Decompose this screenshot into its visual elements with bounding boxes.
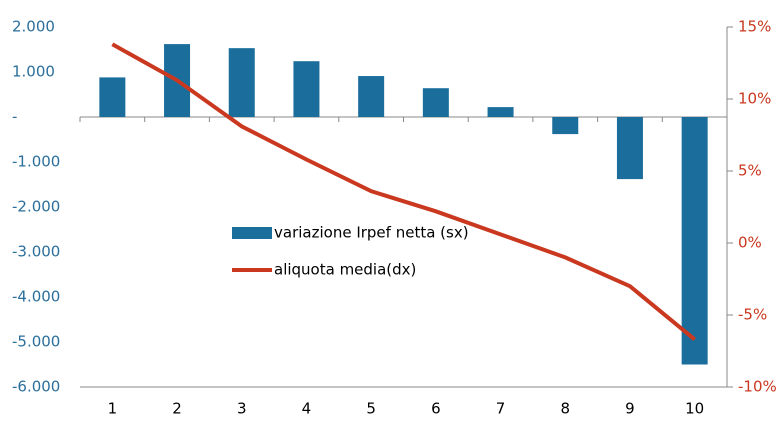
x-tick-label: 1 <box>108 400 118 418</box>
bar <box>681 117 708 365</box>
bar <box>487 107 514 117</box>
x-tick-label: 3 <box>237 400 247 418</box>
y-tick-label: 2.000 <box>12 18 55 36</box>
y-tick-label: 1.000 <box>12 63 55 81</box>
y-tick-label: -2.000 <box>12 198 60 216</box>
y-tick-label: -6.000 <box>12 378 60 396</box>
x-tick-label: 8 <box>560 400 570 418</box>
y2-tick-label: 10% <box>738 90 771 108</box>
line <box>111 42 696 342</box>
x-tick-label: 6 <box>431 400 441 418</box>
bar <box>552 117 579 135</box>
x-tick-label: 4 <box>302 400 312 418</box>
bar <box>422 88 449 117</box>
bar <box>99 77 126 117</box>
x-tick-label: 5 <box>366 400 376 418</box>
legend-label: variazione Irpef netta (sx) <box>274 224 469 242</box>
legend-label: aliquota media(dx) <box>274 261 416 279</box>
y2-tick-label: -5% <box>738 306 767 324</box>
y-tick-label: -3.000 <box>12 243 60 261</box>
bar <box>358 76 385 117</box>
y2-tick-label: 0% <box>738 234 762 252</box>
bar <box>616 117 643 180</box>
x-tick-label: 2 <box>172 400 182 418</box>
y-tick-label: -4.000 <box>12 288 60 306</box>
x-tick-label: 9 <box>625 400 635 418</box>
y-tick-label: -1.000 <box>12 153 60 171</box>
y2-tick-label: 15% <box>738 18 771 36</box>
bar <box>293 61 320 117</box>
y-tick-label: - <box>12 108 17 126</box>
x-tick-label: 10 <box>685 400 704 418</box>
bar <box>228 48 255 117</box>
y2-tick-label: -10% <box>738 378 777 396</box>
y-tick-label: -5.000 <box>12 333 60 351</box>
y2-tick-label: 5% <box>738 162 762 180</box>
x-tick-label: 7 <box>496 400 506 418</box>
legend-swatch <box>232 227 272 239</box>
